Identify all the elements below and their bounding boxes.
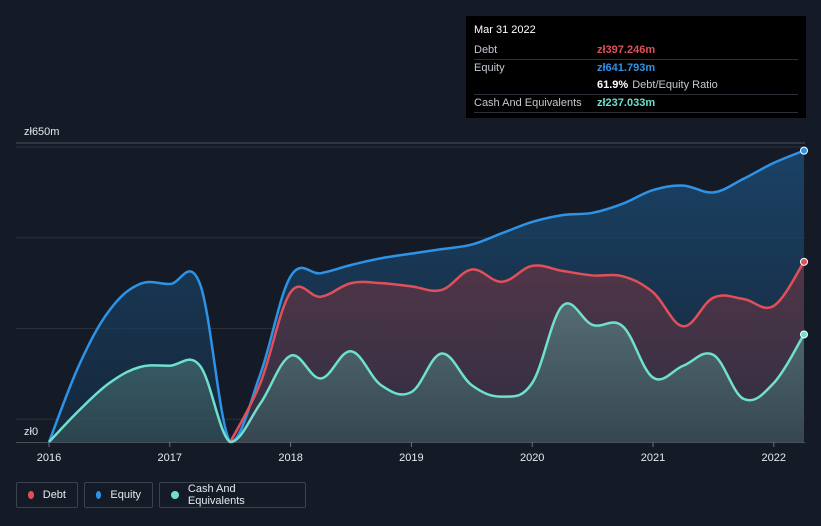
x-tick-label: 2021 — [641, 452, 665, 464]
x-tick-label: 2016 — [37, 452, 61, 464]
legend-dot-icon — [171, 491, 179, 499]
x-tick-label: 2018 — [278, 452, 302, 464]
line-equity — [47, 149, 805, 444]
endpoint-cash-and-equivalents — [800, 330, 808, 339]
tooltip-label: Cash And Equivalents — [474, 97, 582, 109]
tooltip-row-equity: Equity zł641.793m — [474, 59, 798, 77]
tooltip-label: Debt — [474, 44, 498, 56]
legend-item-cash[interactable]: Cash And Equivalents — [159, 482, 306, 508]
series-lines — [47, 149, 806, 444]
tooltip-value: zł237.033m — [597, 97, 656, 109]
tooltip-row-ratio: 61.9% Debt/Equity Ratio — [474, 77, 798, 94]
x-tick-label: 2017 — [158, 452, 182, 464]
tooltip-ratio-value: 61.9% — [597, 79, 629, 91]
legend-label: Equity — [110, 489, 141, 501]
x-tick-label: 2020 — [520, 452, 544, 464]
tooltip-date: Mar 31 2022 — [474, 24, 536, 36]
line-cash-and-equivalents — [48, 302, 806, 444]
x-axis-ticks: 2016 2017 2018 2019 2020 2021 2022 — [37, 442, 786, 464]
legend-label: Cash And Equivalents — [187, 483, 245, 507]
tooltip-value: zł641.793m — [597, 62, 656, 74]
endpoint-equity — [800, 146, 808, 155]
legend: Debt Equity Cash And Equivalents — [16, 482, 306, 508]
legend-item-debt[interactable]: Debt — [16, 482, 78, 508]
legend-label: Debt — [42, 489, 66, 501]
tooltip-ratio-label: Debt/Equity Ratio — [632, 79, 718, 91]
tooltip-label — [474, 77, 597, 94]
endpoint-debt — [800, 257, 808, 266]
series-endpoints — [800, 146, 808, 339]
x-tick-label: 2019 — [399, 452, 423, 464]
y-tick-label-top: zł650m — [24, 126, 59, 138]
tooltip-label: Equity — [474, 62, 505, 74]
line-debt — [229, 261, 806, 443]
tooltip-row-cash: Cash And Equivalents zł237.033m — [474, 94, 798, 113]
tooltip-value: zł397.246m — [597, 44, 656, 56]
legend-item-equity[interactable]: Equity — [84, 482, 153, 508]
y-tick-label-zero: zł0 — [24, 426, 38, 438]
x-tick-label: 2022 — [762, 452, 786, 464]
legend-dot-icon — [96, 491, 102, 499]
tooltip-row-debt: Debt zł397.246m — [474, 42, 798, 59]
y-axis-ticks: zł650m zł0 — [24, 126, 59, 438]
tooltip-panel: Mar 31 2022 Debt zł397.246m Equity zł641… — [466, 16, 806, 118]
legend-dot-icon — [28, 491, 34, 499]
series-areas — [49, 150, 804, 442]
